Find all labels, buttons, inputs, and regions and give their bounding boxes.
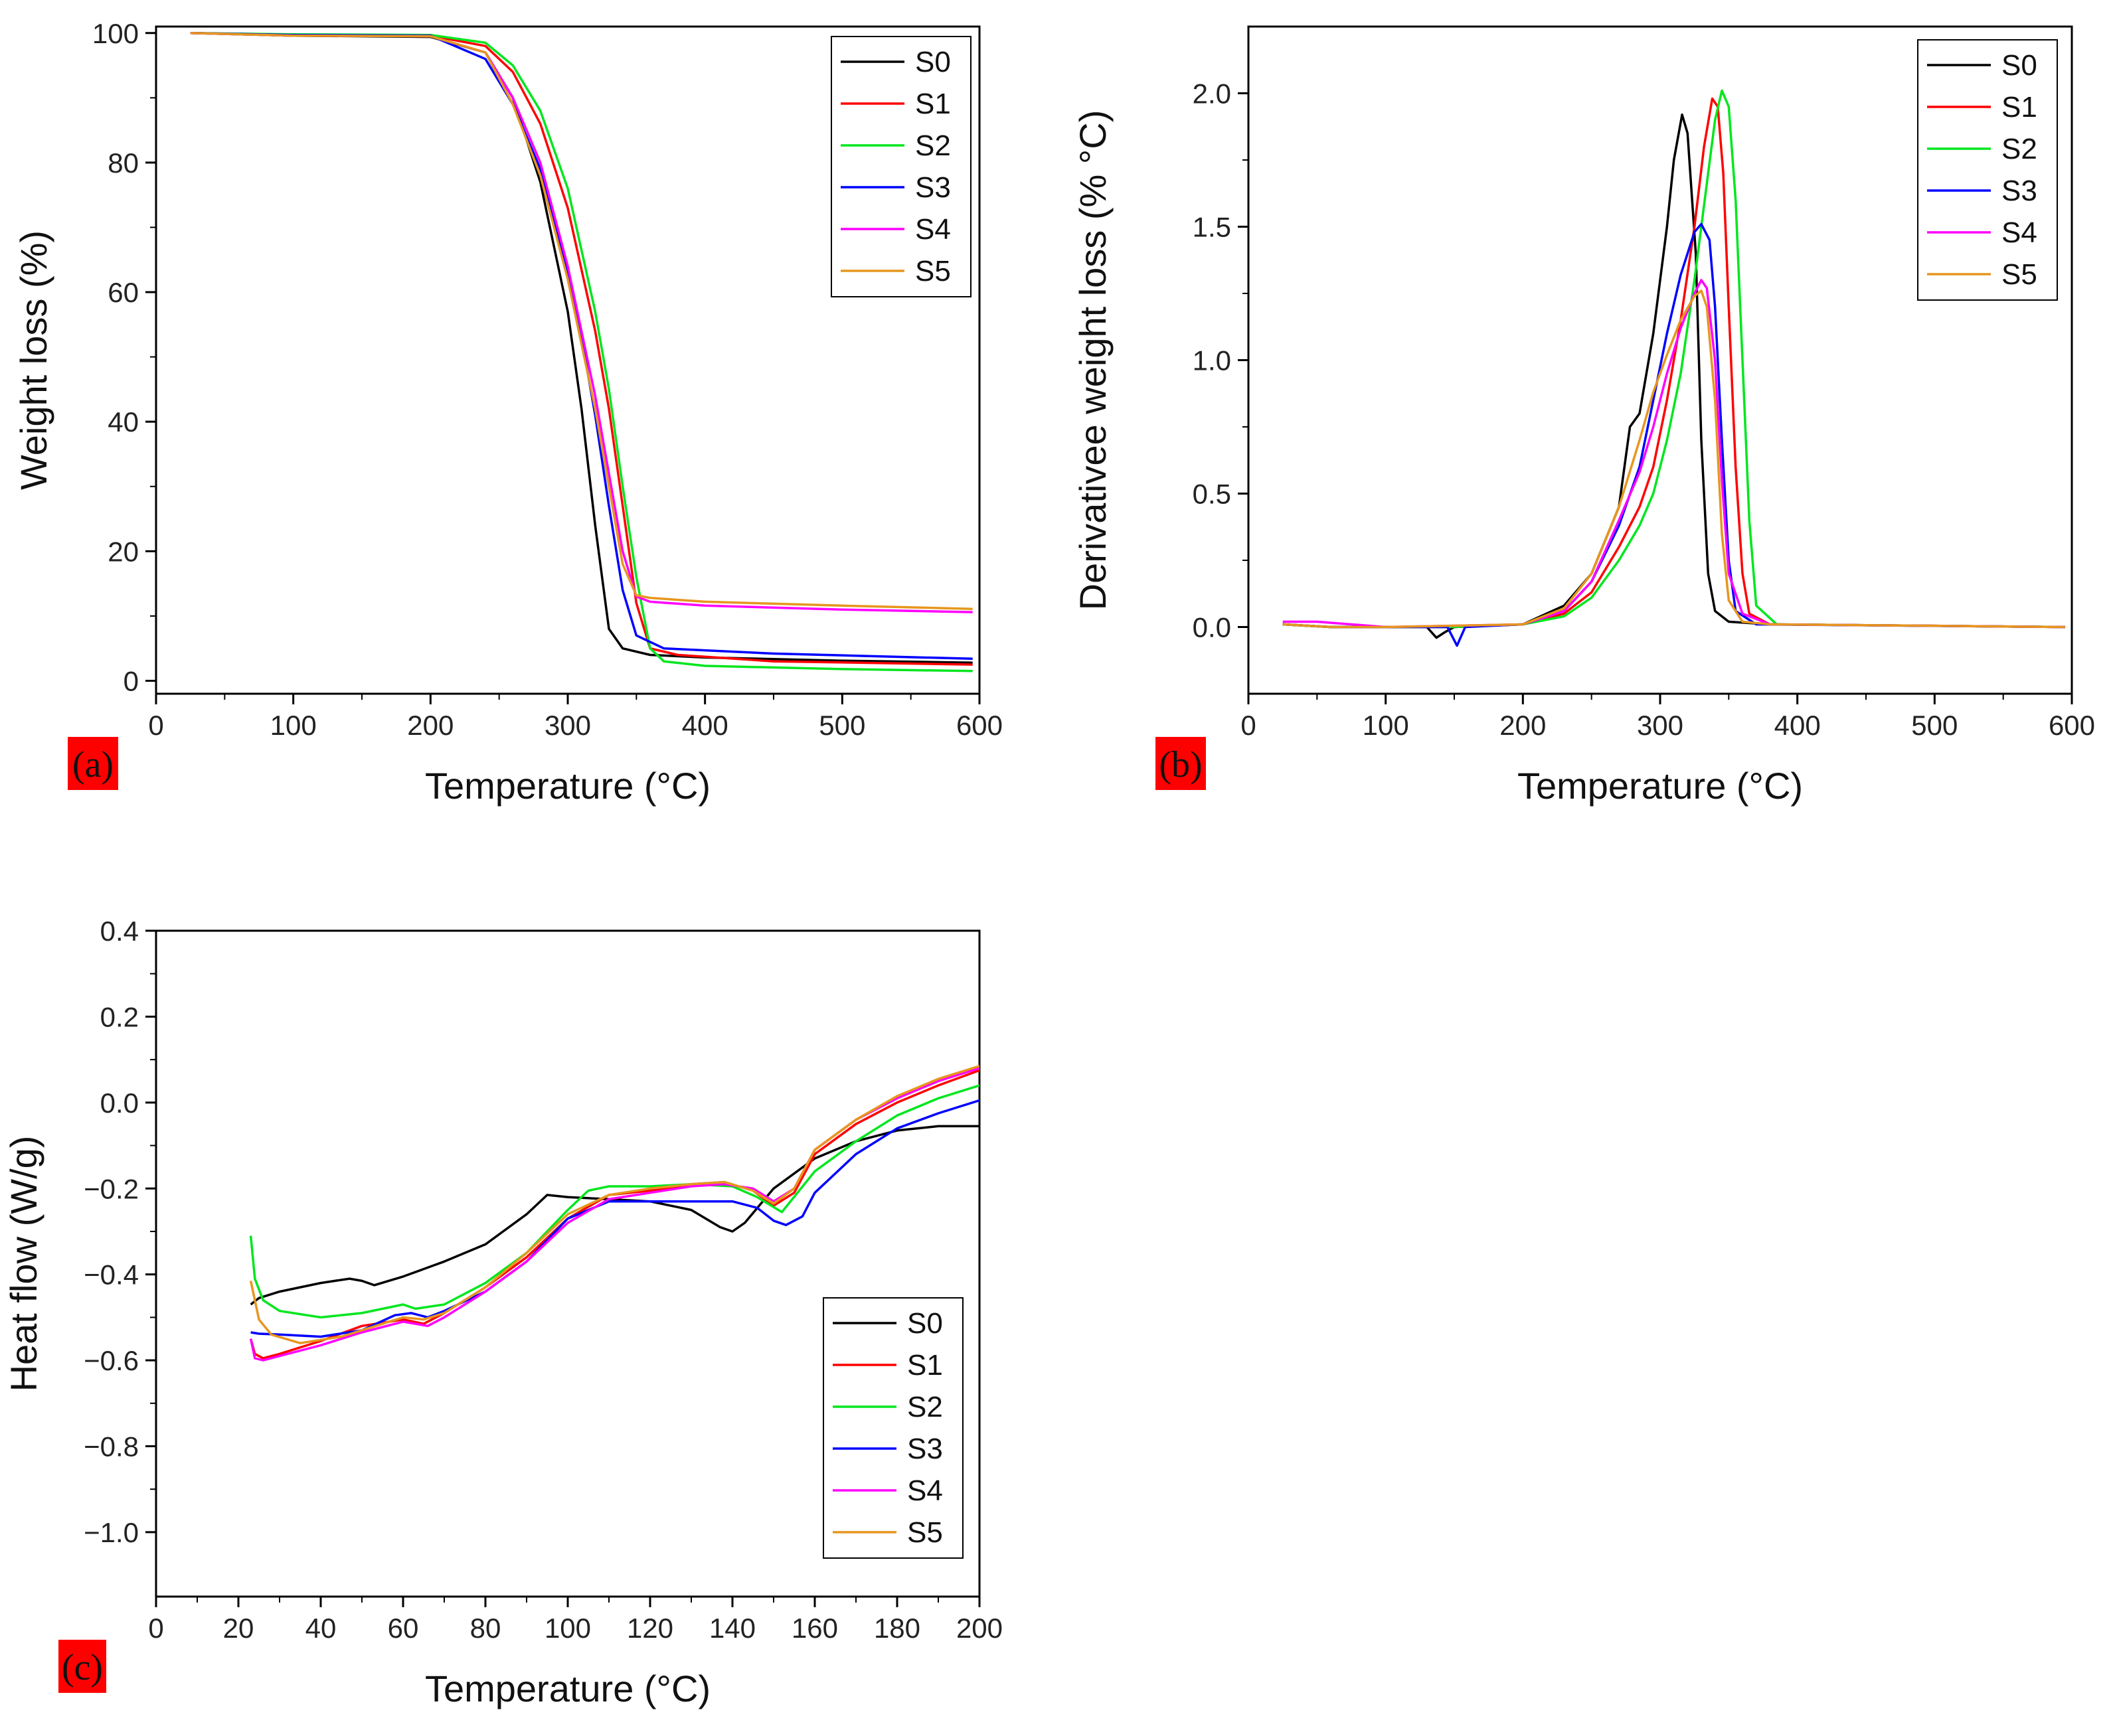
panel-label: (c) — [62, 1647, 103, 1688]
panel-label-bg — [68, 737, 118, 790]
legend-label-s4: S4 — [915, 213, 951, 246]
legend-label-s4: S4 — [2001, 216, 2037, 249]
legend-label-s1: S1 — [2001, 91, 2037, 123]
x-tick-label: 140 — [709, 1613, 756, 1644]
x-tick-label: 180 — [874, 1613, 920, 1644]
x-tick-label: 100 — [270, 710, 317, 741]
x-axis-title: Temperature (°C) — [1517, 765, 1803, 807]
y-tick-label: 0.0 — [1193, 612, 1231, 643]
y-tick-label: 0.0 — [100, 1087, 139, 1119]
series-group — [249, 1065, 979, 1362]
x-tick-label: 60 — [388, 1613, 419, 1644]
x-tick-label: 300 — [1637, 710, 1683, 741]
x-tick-label: 200 — [407, 710, 454, 741]
legend-label-s5: S5 — [915, 255, 951, 287]
legend-label-s3: S3 — [2001, 175, 2037, 207]
series-line-s0 — [250, 1125, 979, 1306]
y-tick-label: 0 — [124, 665, 139, 696]
series-group — [1282, 89, 2065, 647]
chart-panel-1: 0 100 200 300 400 500 600 0.0 0.5 1.0 1.5 2.0 Temper… — [1072, 25, 2095, 807]
legend-box — [831, 36, 972, 297]
y-axis-title: Heat flow (W/g) — [3, 1136, 44, 1392]
x-tick-label: 0 — [148, 1613, 163, 1644]
legend-box — [823, 1297, 964, 1559]
series-line-s5 — [190, 32, 973, 610]
y-tick-label: 0.4 — [100, 915, 139, 947]
x-axis-title: Temperature (°C) — [425, 765, 711, 807]
y-tick-label: 80 — [108, 147, 139, 179]
legend-label-s2: S2 — [2001, 133, 2037, 165]
y-tick-label: 0.2 — [100, 1001, 139, 1032]
legend-label-s0: S0 — [915, 46, 951, 78]
y-tick-label: 1.5 — [1193, 212, 1231, 243]
legend-label-s3: S3 — [907, 1433, 943, 1465]
y-tick-label: −0.8 — [84, 1431, 139, 1462]
y-tick-label: 20 — [108, 536, 139, 567]
panel-label: (b) — [1159, 744, 1202, 785]
series-line-s1 — [249, 1069, 979, 1360]
x-tick-label: 20 — [223, 1613, 254, 1644]
chart-panel-2: 0 20 40 60 80 100 120 140 160 180 200 −1.0 −0.8 −0.6 −… — [3, 915, 1003, 1709]
y-tick-label: −0.4 — [84, 1259, 139, 1291]
legend-label-s3: S3 — [915, 171, 951, 204]
series-line-s2 — [190, 32, 973, 672]
legend-label-s1: S1 — [907, 1349, 943, 1381]
x-tick-label: 400 — [1774, 710, 1821, 741]
y-tick-label: 40 — [108, 406, 139, 437]
series-line-s3 — [190, 32, 973, 661]
legend-label-s1: S1 — [915, 88, 951, 120]
y-tick-label: 100 — [92, 18, 139, 49]
legend-label-s5: S5 — [907, 1516, 943, 1549]
x-tick-label: 100 — [545, 1613, 591, 1644]
x-tick-label: 100 — [1363, 710, 1409, 741]
x-tick-label: 120 — [627, 1613, 673, 1644]
legend-label-s4: S4 — [907, 1474, 943, 1507]
x-tick-label: 0 — [148, 710, 163, 741]
series-line-s4 — [1282, 279, 2065, 629]
legend-label-s0: S0 — [2001, 49, 2037, 82]
legend-label-s2: S2 — [907, 1391, 943, 1423]
x-tick-label: 80 — [470, 1613, 501, 1644]
x-tick-label: 300 — [545, 710, 591, 741]
x-tick-label: 600 — [2049, 710, 2095, 741]
series-line-s0 — [1282, 113, 2065, 639]
x-tick-label: 500 — [819, 710, 865, 741]
series-line-s5 — [249, 1065, 979, 1344]
series-group — [190, 32, 973, 672]
y-axis-title: Weight loss (%) — [13, 230, 54, 490]
legend-label-s5: S5 — [2001, 258, 2037, 291]
y-tick-label: −0.6 — [84, 1345, 139, 1376]
x-tick-label: 160 — [792, 1613, 838, 1644]
x-tick-label: 200 — [1499, 710, 1546, 741]
chart-panel-0: 0 100 200 300 400 500 600 0 20 40 60 80 100 Temperatu… — [13, 18, 1003, 807]
legend-box — [1917, 39, 2058, 301]
x-tick-label: 200 — [956, 1613, 1003, 1644]
panel-label-bg — [58, 1640, 106, 1693]
panel-label: (a) — [72, 744, 114, 785]
y-tick-label: 2.0 — [1193, 78, 1231, 110]
series-line-s5 — [1282, 289, 2065, 629]
y-tick-label: 0.5 — [1193, 479, 1231, 510]
y-axis-title: Derivativee weight loss (% °C) — [1072, 110, 1114, 611]
x-axis-title: Temperature (°C) — [425, 1668, 711, 1709]
panel-label-bg — [1155, 737, 1206, 790]
series-line-s3 — [1282, 222, 2065, 647]
legend-label-s0: S0 — [907, 1307, 943, 1340]
x-tick-label: 500 — [1911, 710, 1958, 741]
y-tick-label: 1.0 — [1193, 345, 1231, 376]
x-tick-label: 400 — [682, 710, 728, 741]
series-line-s2 — [249, 1084, 979, 1319]
series-line-s1 — [190, 32, 973, 666]
x-tick-label: 40 — [305, 1613, 337, 1644]
y-tick-label: −0.2 — [84, 1173, 139, 1204]
y-tick-label: 60 — [108, 277, 139, 308]
legend-label-s2: S2 — [915, 129, 951, 162]
x-tick-label: 600 — [956, 710, 1003, 741]
y-tick-label: −1.0 — [84, 1517, 139, 1548]
x-tick-label: 0 — [1240, 710, 1256, 741]
